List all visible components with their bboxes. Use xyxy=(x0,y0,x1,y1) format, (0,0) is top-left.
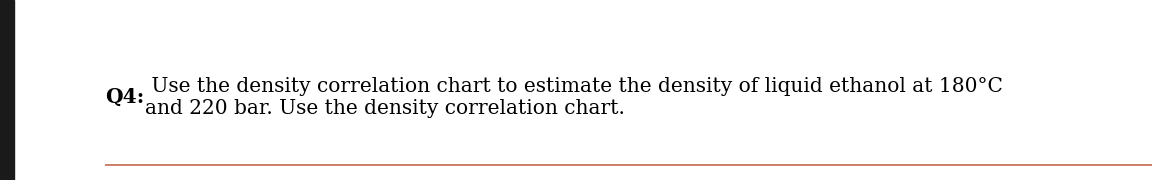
Text: Q4:: Q4: xyxy=(105,87,145,107)
Bar xyxy=(0,0,14,180)
Text: Use the density correlation chart to estimate the density of liquid ethanol at 1: Use the density correlation chart to est… xyxy=(145,77,1003,118)
